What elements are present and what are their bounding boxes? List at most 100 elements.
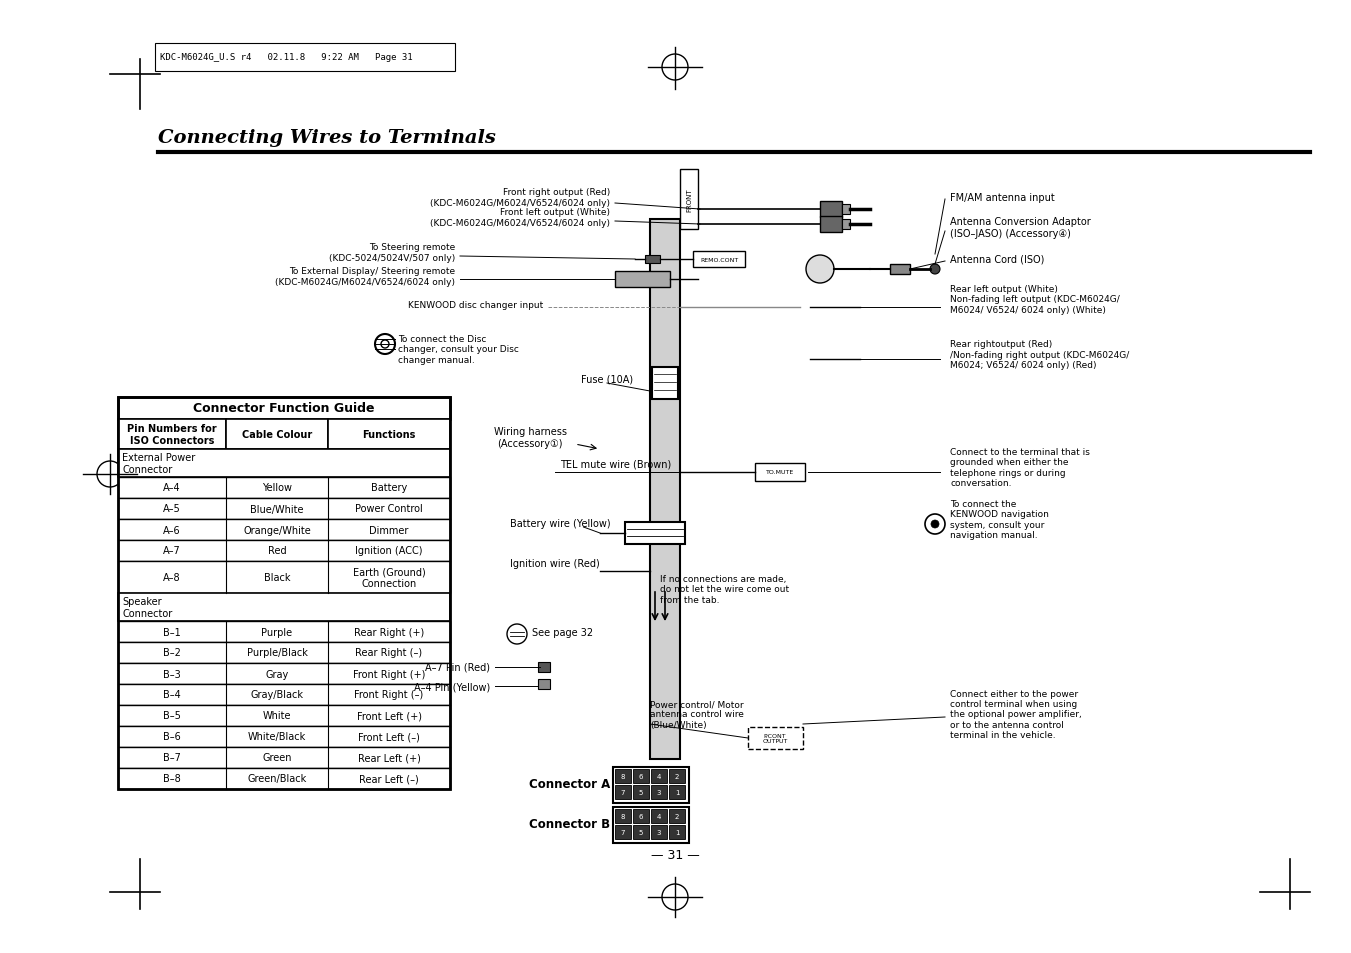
Text: Connector A: Connector A: [528, 778, 611, 791]
Text: Ignition (ACC): Ignition (ACC): [355, 546, 423, 556]
Bar: [118, 594, 450, 621]
Text: Gray/Black: Gray/Black: [250, 690, 304, 700]
Text: Orange/White: Orange/White: [243, 525, 311, 535]
Text: Antenna Cord (ISO): Antenna Cord (ISO): [950, 254, 1044, 265]
Bar: [890, 265, 911, 274]
Text: Connect to the terminal that is
grounded when either the
telephone rings or duri: Connect to the terminal that is grounded…: [950, 447, 1090, 488]
Bar: [118, 498, 450, 519]
Text: 1: 1: [674, 829, 680, 835]
Text: Front right output (Red)
(KDC-M6024G/M6024/V6524/6024 only): Front right output (Red) (KDC-M6024G/M60…: [430, 188, 611, 208]
Text: Fuse (10A): Fuse (10A): [581, 375, 634, 385]
Text: Front Right (–): Front Right (–): [354, 690, 424, 700]
Bar: [613, 807, 689, 843]
Text: To connect the
KENWOOD navigation
system, consult your
navigation manual.: To connect the KENWOOD navigation system…: [950, 499, 1048, 539]
Text: 4: 4: [657, 773, 661, 780]
Text: Dimmer: Dimmer: [369, 525, 409, 535]
Bar: [842, 220, 850, 230]
Text: — 31 —: — 31 —: [651, 848, 700, 862]
Bar: [226, 419, 328, 450]
Text: 7: 7: [620, 789, 626, 795]
Text: 5: 5: [639, 829, 643, 835]
Text: Connector Function Guide: Connector Function Guide: [193, 402, 374, 416]
Text: Speaker
Connector: Speaker Connector: [122, 597, 172, 618]
Bar: [634, 809, 648, 823]
Text: Rear Left (–): Rear Left (–): [359, 774, 419, 783]
Text: Front Left (+): Front Left (+): [357, 711, 422, 720]
Text: Red: Red: [267, 546, 286, 556]
Text: B–5: B–5: [163, 711, 181, 720]
Text: 7: 7: [620, 829, 626, 835]
Text: To Steering remote
(KDC-5024/5024V/507 only): To Steering remote (KDC-5024/5024V/507 o…: [328, 243, 455, 262]
Text: Purple: Purple: [262, 627, 293, 637]
Text: 2: 2: [674, 773, 680, 780]
Text: KENWOOD disc changer input: KENWOOD disc changer input: [408, 300, 543, 309]
Text: B–1: B–1: [163, 627, 181, 637]
Bar: [328, 419, 450, 450]
Text: TO.MUTE: TO.MUTE: [766, 470, 794, 475]
Text: 8: 8: [620, 813, 626, 820]
Bar: [118, 519, 450, 540]
Bar: [155, 44, 455, 71]
Text: REMO.CONT: REMO.CONT: [700, 257, 738, 262]
Bar: [118, 621, 450, 642]
Text: To External Display/ Steering remote
(KDC-M6024G/M6024/V6524/6024 only): To External Display/ Steering remote (KD…: [276, 267, 455, 287]
Text: Green/Black: Green/Black: [247, 774, 307, 783]
Text: A–8: A–8: [163, 573, 181, 582]
Bar: [820, 202, 842, 218]
Bar: [634, 825, 648, 840]
Text: Battery: Battery: [372, 483, 407, 493]
Bar: [538, 679, 550, 689]
Text: A–4 Pin (Yellow): A–4 Pin (Yellow): [413, 681, 490, 691]
Bar: [615, 785, 631, 800]
Text: 6: 6: [639, 813, 643, 820]
Bar: [118, 705, 450, 726]
Text: Yellow: Yellow: [262, 483, 292, 493]
Text: 8: 8: [620, 773, 626, 780]
Text: Black: Black: [263, 573, 290, 582]
Text: Gray: Gray: [265, 669, 289, 679]
Bar: [820, 216, 842, 233]
Text: Power Control: Power Control: [355, 504, 423, 514]
Bar: [118, 663, 450, 684]
Text: White: White: [262, 711, 292, 720]
Text: Power control/ Motor
antenna control wire
(Blue/White): Power control/ Motor antenna control wir…: [650, 700, 744, 729]
Circle shape: [931, 520, 939, 529]
Bar: [615, 769, 631, 783]
Bar: [644, 255, 661, 264]
Text: To connect the Disc
changer, consult your Disc
changer manual.: To connect the Disc changer, consult you…: [399, 335, 519, 364]
Text: Purple/Black: Purple/Black: [247, 648, 308, 658]
Text: 4: 4: [657, 813, 661, 820]
Text: Pin Numbers for
ISO Connectors: Pin Numbers for ISO Connectors: [127, 424, 216, 445]
Bar: [118, 450, 450, 477]
Text: Antenna Conversion Adaptor
(ISO–JASO) (Accessory④): Antenna Conversion Adaptor (ISO–JASO) (A…: [950, 217, 1090, 238]
Text: Earth (Ground)
Connection: Earth (Ground) Connection: [353, 567, 426, 588]
Text: 6: 6: [639, 773, 643, 780]
Text: Rear Right (–): Rear Right (–): [355, 648, 423, 658]
Text: Ignition wire (Red): Ignition wire (Red): [509, 558, 600, 568]
Circle shape: [807, 255, 834, 284]
Bar: [669, 809, 685, 823]
Text: FRONT: FRONT: [686, 188, 692, 212]
Bar: [118, 397, 450, 789]
Text: B–6: B–6: [163, 732, 181, 741]
Bar: [615, 809, 631, 823]
Bar: [118, 540, 450, 561]
Text: B–8: B–8: [163, 774, 181, 783]
Bar: [650, 220, 680, 760]
Text: 3: 3: [657, 789, 661, 795]
Text: 2: 2: [674, 813, 680, 820]
Text: A–4: A–4: [163, 483, 181, 493]
Bar: [615, 825, 631, 840]
Text: Rear left output (White)
Non-fading left output (KDC-M6024G/
M6024/ V6524/ 6024 : Rear left output (White) Non-fading left…: [950, 285, 1120, 314]
Text: 5: 5: [639, 789, 643, 795]
Bar: [669, 785, 685, 800]
Text: KDC-M6024G_U.S r4   02.11.8   9:22 AM   Page 31: KDC-M6024G_U.S r4 02.11.8 9:22 AM Page 3…: [159, 53, 412, 63]
Bar: [634, 769, 648, 783]
Text: A–5: A–5: [163, 504, 181, 514]
Bar: [669, 769, 685, 783]
Bar: [118, 419, 226, 450]
Bar: [615, 272, 670, 288]
Text: Connector B: Connector B: [528, 818, 611, 831]
Bar: [118, 477, 450, 498]
Bar: [118, 684, 450, 705]
